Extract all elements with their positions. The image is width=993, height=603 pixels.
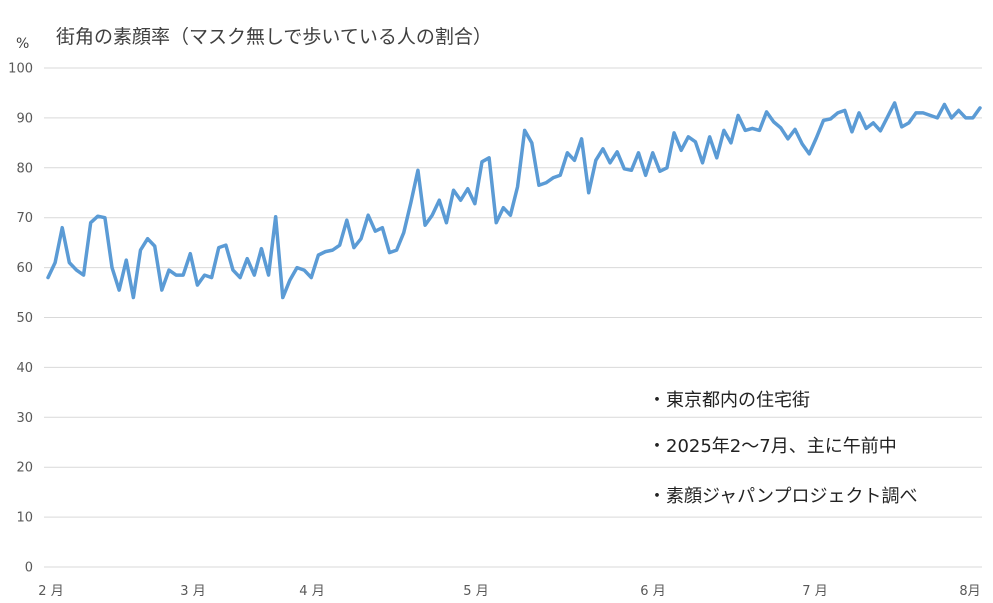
y-tick-label-80: 80: [16, 161, 33, 176]
y-tick-label-60: 60: [16, 261, 33, 276]
x-tick-label-5: 7 月: [802, 584, 827, 599]
x-tick-label-6: 8月: [959, 584, 980, 599]
y-tick-label-20: 20: [16, 461, 33, 476]
y-tick-label-10: 10: [16, 511, 33, 526]
y-tick-label-40: 40: [16, 361, 33, 376]
y-tick-label-90: 90: [16, 111, 33, 126]
x-tick-label-3: 5 月: [463, 584, 488, 599]
y-axis-tick-labels: 0 10 20 30 40 50 60 70 80 90 100: [8, 62, 33, 576]
y-tick-label-30: 30: [16, 411, 33, 426]
y-tick-label-0: 0: [25, 561, 33, 576]
annotation-source: ・素顔ジャパンプロジェクト調べ: [648, 486, 918, 507]
y-tick-label-70: 70: [16, 211, 33, 226]
gridlines: [44, 67, 982, 568]
x-tick-label-4: 6 月: [640, 584, 665, 599]
x-tick-label-2: 4 月: [299, 584, 324, 599]
x-tick-label-0: 2 月: [38, 584, 63, 599]
series-line: [46, 101, 982, 300]
x-tick-label-1: 3 月: [180, 584, 205, 599]
annotation-location: ・東京都内の住宅街: [648, 390, 810, 411]
y-tick-label-100: 100: [8, 62, 33, 77]
y-tick-label-50: 50: [16, 311, 33, 326]
chart-title: 街角の素顔率（マスク無しで歩いている人の割合）: [56, 26, 492, 48]
annotation-period: ・2025年2〜7月、主に午前中: [648, 436, 897, 457]
series-layer: [46, 101, 982, 300]
y-axis-unit-label: %: [16, 36, 30, 52]
x-axis-tick-labels: 2 月 3 月 4 月 5 月 6 月 7 月 8月: [38, 584, 980, 599]
